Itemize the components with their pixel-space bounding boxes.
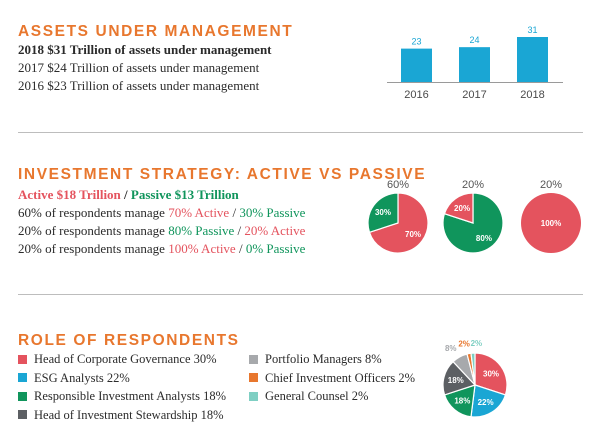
legend-swatch: [249, 354, 258, 364]
legend-label: ESG Analysts 22%: [34, 370, 130, 385]
section-divider-1: [18, 132, 583, 133]
pie-slice: [521, 193, 581, 253]
bar-value-label: 31: [527, 25, 537, 35]
pie-title: 60%: [387, 179, 409, 191]
pie-slice-label: 2%: [458, 340, 470, 349]
pie-slice: [470, 384, 507, 418]
legend-item: Portfolio Managers 8%: [249, 350, 415, 369]
strategy-row-value-b: 0% Passive: [245, 241, 306, 256]
legend-swatch: [18, 391, 27, 401]
x-tick-label: 2016: [404, 89, 428, 101]
legend-item: Chief Investment Officers 2%: [249, 369, 415, 388]
strategy-row-value-a: 100% Active: [168, 241, 236, 256]
pie-slice-label: 18%: [448, 376, 464, 385]
legend-swatch: [18, 410, 27, 420]
legend-item: General Counsel 2%: [249, 387, 415, 406]
pie-slice: [443, 192, 474, 224]
strategy-row-3: 20% of respondents manage 100% Active / …: [18, 240, 305, 258]
legend-swatch: [18, 354, 27, 364]
pie-slice-label: 30%: [375, 208, 391, 217]
pie-slice-label: 100%: [541, 219, 561, 228]
legend-item: Head of Investment Stewardship 18%: [18, 406, 226, 425]
strategy-row-prefix: 20% of respondents manage: [18, 241, 169, 256]
strategy-row-sep: /: [234, 223, 245, 238]
strategy-totals: Active $18 Trillion / Passive $13 Trilli…: [18, 186, 239, 204]
x-tick-label: 2017: [462, 89, 486, 101]
legend-item: ESG Analysts 22%: [18, 369, 226, 388]
legend-label: Responsible Investment Analysts 18%: [34, 389, 226, 404]
legend-label: Chief Investment Officers 2%: [265, 370, 416, 385]
strategy-pie-20-active: 100% 20%: [521, 179, 581, 253]
strategy-pie-60: 70% 30% 60%: [367, 179, 429, 254]
pie-slice-label: 30%: [483, 369, 499, 378]
strategy-row-sep: /: [229, 205, 240, 220]
legend-label: Portfolio Managers 8%: [265, 352, 382, 367]
bar-2016: [401, 48, 432, 82]
pie-slice: [442, 192, 504, 254]
pie-slice: [474, 352, 508, 396]
bar-2018: [517, 37, 548, 82]
pie-slice: [368, 192, 429, 254]
assets-line-2018: 2018 $31 Trillion of assets under manage…: [18, 42, 272, 57]
legend-item: Responsible Investment Analysts 18%: [18, 387, 226, 406]
assets-line-2017: 2017 $24 Trillion of assets under manage…: [18, 60, 260, 75]
bar-value-label: 23: [411, 37, 421, 47]
active-total: Active $18 Trillion: [18, 187, 121, 202]
pie-slice-label: 20%: [454, 204, 470, 213]
strategy-row-prefix: 60% of respondents manage: [18, 205, 169, 220]
x-tick-label: 2018: [520, 89, 544, 101]
respondents-legend-left: Head of Corporate Governance 30% ESG Anal…: [18, 350, 226, 424]
pie-slice-label: 70%: [405, 230, 421, 239]
assets-heading: ASSETS UNDER MANAGEMENT: [18, 23, 294, 40]
pie-title: 20%: [462, 179, 484, 191]
bar-value-label: 24: [469, 35, 479, 45]
strategy-pie-20-passive: 80% 20% 20%: [442, 179, 504, 254]
legend-item: Head of Corporate Governance 30%: [18, 350, 226, 369]
strategy-heading: INVESTMENT STRATEGY: ACTIVE VS PASSIVE: [18, 166, 427, 183]
pie-slice: [367, 192, 399, 234]
respondents-heading: ROLE OF RESPONDENTS: [18, 332, 240, 349]
respondents-legend-right: Portfolio Managers 8% Chief Investment Of…: [249, 350, 415, 406]
legend-swatch: [18, 373, 27, 383]
legend-label: Head of Corporate Governance 30%: [34, 352, 217, 367]
assets-bar-chart: 23 2016 24 2017 31 2018: [387, 25, 563, 101]
pie-slice-label: 8%: [445, 344, 457, 353]
pie-slice-label: 80%: [476, 234, 492, 243]
strategy-row-prefix: 20% of respondents manage: [18, 223, 169, 238]
pie-slice: [470, 352, 476, 386]
legend-label: Head of Investment Stewardship 18%: [34, 407, 224, 422]
pie-slice-label: 18%: [454, 396, 470, 405]
pie-title: 20%: [540, 179, 562, 191]
strategy-row-1: 60% of respondents manage 70% Active / 3…: [18, 204, 305, 222]
strategy-row-2: 20% of respondents manage 80% Passive / …: [18, 222, 305, 240]
strategy-row-value-a: 80% Passive: [168, 223, 235, 238]
passive-total: Passive $13 Trillion: [130, 187, 239, 202]
assets-line-2016: 2016 $23 Trillion of assets under manage…: [18, 78, 260, 93]
totals-separator: /: [120, 187, 131, 202]
bar-2017: [459, 47, 490, 82]
strategy-row-value-a: 70% Active: [168, 205, 230, 220]
legend-swatch: [249, 373, 258, 383]
section-divider-2: [18, 294, 583, 295]
strategy-row-value-b: 30% Passive: [239, 205, 306, 220]
strategy-row-value-b: 20% Active: [244, 223, 306, 238]
legend-label: General Counsel 2%: [265, 389, 369, 404]
respondents-pie: 30%22%18%18%8% 2% 2%: [442, 339, 508, 418]
pie-slice-label: 22%: [478, 398, 494, 407]
strategy-row-sep: /: [235, 241, 246, 256]
pie-slice-label: 2%: [471, 339, 483, 348]
legend-swatch: [249, 391, 258, 401]
